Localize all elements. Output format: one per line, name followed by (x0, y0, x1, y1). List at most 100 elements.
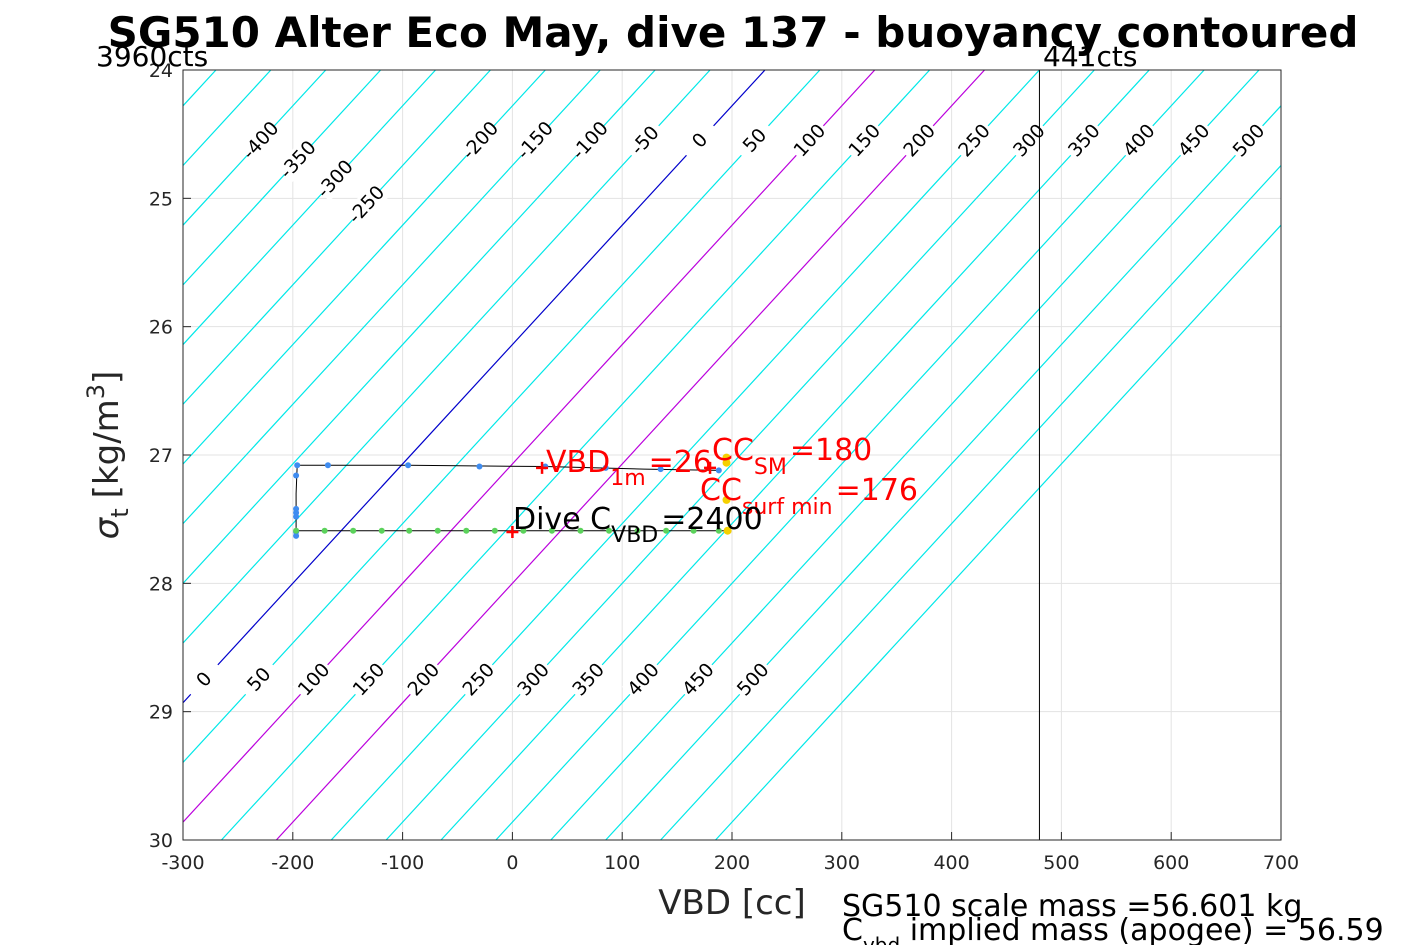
annotation-dive-cvbd: Dive CVBD =2400 (513, 502, 763, 548)
contour-label-bg (676, 657, 721, 702)
red-cross-marker (536, 461, 549, 474)
contour-label-bg (733, 118, 777, 163)
contour-line (660, 164, 1281, 840)
climb-point (378, 527, 385, 534)
y-tick-label: 28 (149, 573, 173, 595)
contour-label-bg (292, 657, 336, 702)
counts-left-label: 3960cts (96, 40, 208, 73)
contour-line (330, 70, 1040, 840)
contour-line (183, 70, 436, 346)
chart-title: SG510 Alter Eco May, dive 137 - buoyancy… (108, 8, 1359, 57)
contour-label-bg (402, 657, 446, 702)
climb-point (321, 527, 328, 534)
contour-label-bg (344, 182, 389, 227)
cc-sm-value: =180 (790, 433, 872, 468)
contour-line (440, 70, 1150, 840)
dive-point (405, 462, 412, 469)
x-tick-label: 300 (824, 852, 860, 874)
cc-sm-main: CC (712, 433, 754, 468)
climb-point (293, 527, 300, 534)
climb-point (350, 527, 357, 534)
contour-line (0, 70, 161, 840)
x-tick-label: 400 (933, 852, 969, 874)
contour-label-bg (237, 657, 281, 702)
dive-point (476, 463, 483, 470)
x-tick-label: -300 (161, 852, 204, 874)
axis-ticks: -300 -200 -100 0 100 200 300 400 500 600 700 24 25 26… (149, 60, 1299, 874)
contour-label-bg (1007, 118, 1052, 163)
climb-point (434, 527, 441, 534)
x-axis-label: VBD [cc] (658, 883, 806, 923)
cc-sm-sub: SM (754, 455, 787, 480)
contour-line (220, 70, 931, 840)
dive-point (294, 462, 301, 469)
y-tick-label: 26 (149, 317, 173, 339)
contour-label-bg (458, 118, 503, 163)
contour-label-bg (1227, 118, 1271, 163)
y-label-symbol: σ (87, 516, 127, 539)
dive-point (324, 462, 331, 469)
x-tick-label: -100 (381, 852, 424, 874)
x-tick-label: -200 (271, 852, 314, 874)
x-tick-label: 200 (714, 852, 750, 874)
contour-line (275, 70, 985, 840)
cc-marker (723, 526, 732, 535)
y-label-units: [kg/m (87, 399, 127, 498)
y-tick-label: 30 (149, 830, 173, 852)
contour-line (605, 104, 1281, 840)
contour-label-bg (897, 118, 942, 163)
climb-point (548, 527, 555, 534)
cc-marker (722, 458, 731, 467)
cc-marker (722, 495, 731, 504)
contour-label-bg (623, 118, 667, 163)
contour-line (550, 70, 1260, 840)
footer-scale-mass: SG510 scale mass =56.601 kg (842, 889, 1302, 924)
x-tick-label: 0 (506, 852, 518, 874)
cc-surf-main: CC (700, 473, 742, 508)
dive-c-sub: VBD (611, 523, 658, 548)
contour-line (183, 70, 601, 525)
contour-label-bg (843, 118, 887, 163)
dive-c-value: =2400 (661, 502, 762, 537)
counts-right-label: 441cts (1043, 40, 1137, 73)
contour-label-bg (678, 118, 722, 163)
annotation-cc-sm: CCSM =180 (712, 433, 872, 480)
annotation-vbd-1m: VBD1m =26 (546, 445, 712, 491)
y-tick-label: 24 (149, 60, 173, 82)
climb-point (715, 527, 722, 534)
y-tick-label: 25 (149, 188, 173, 210)
climb-point (606, 527, 613, 534)
cc-surf-sub: surf min (742, 495, 833, 520)
vbd1m-main: VBD (546, 445, 610, 480)
y-label-close: ] (87, 371, 127, 384)
climb-point (491, 527, 498, 534)
x-tick-label: 700 (1263, 852, 1299, 874)
cc-surf-value: =176 (836, 473, 918, 508)
y-label-sup: 3 (82, 384, 110, 399)
contour-line (183, 70, 711, 644)
contour-labels: -400-350-300-250-200 -150 -100 -50 0 50 100 150… (182, 117, 1271, 702)
contour-line (183, 70, 327, 227)
dive-point (715, 467, 722, 474)
contour-label-bg (952, 118, 997, 163)
dive-point (293, 532, 300, 539)
contour-line (183, 70, 876, 823)
y-tick-label: 29 (149, 702, 173, 724)
red-cross-marker (506, 526, 519, 538)
footer-c-rest: implied mass (apogee) = 56.59 (900, 913, 1384, 945)
y-tick-label: 27 (149, 445, 173, 467)
vbd1m-value: =26 (649, 445, 712, 480)
contour-line (715, 224, 1281, 840)
contour-label-bg (1172, 118, 1216, 163)
x-tick-label: 600 (1153, 852, 1189, 874)
data-points (293, 453, 732, 539)
dive-point (293, 472, 300, 479)
x-tick-label: 500 (1043, 852, 1079, 874)
y-axis-label: σt [kg/m3] (82, 371, 134, 540)
contour-label-bg (731, 657, 775, 702)
contour-label-bg (1117, 118, 1161, 163)
contour-line (495, 70, 1205, 840)
contour-label-bg (182, 657, 226, 702)
contour-label-bg (568, 118, 612, 163)
dive-point (657, 466, 664, 473)
